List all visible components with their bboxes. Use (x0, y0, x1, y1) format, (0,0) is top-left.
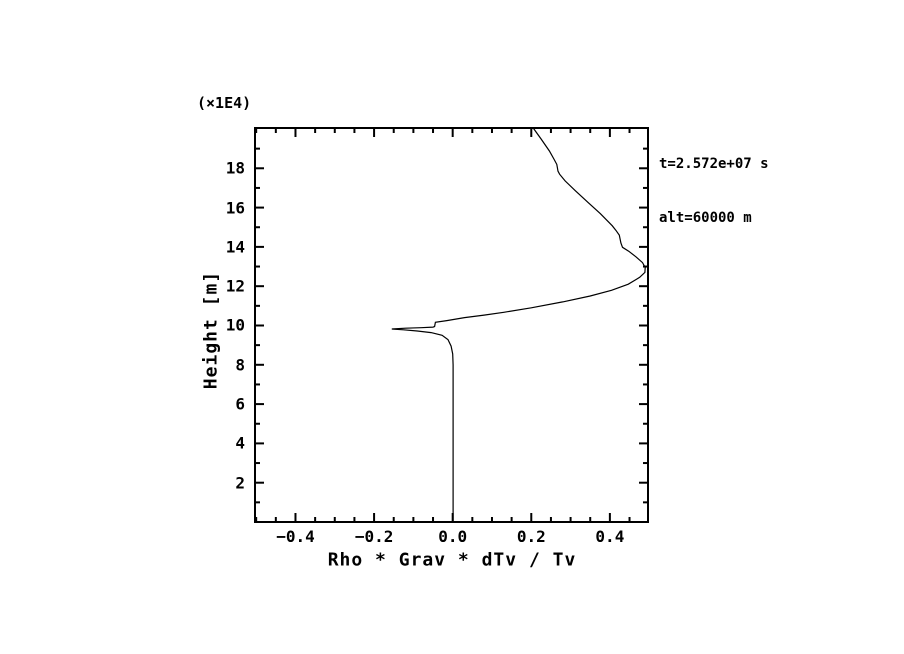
x-tick-label: 0.4 (595, 527, 625, 546)
time-annotation: t=2.572e+07 s (659, 156, 769, 172)
y-tick-label: 8 (235, 355, 245, 375)
y-tick-label: 4 (235, 433, 245, 453)
y-tick-label: 16 (225, 198, 245, 218)
y-tick-label: 18 (225, 158, 245, 178)
y-tick-label: 12 (225, 276, 245, 296)
annotation-block: t=2.572e+07 s alt=60000 m (659, 119, 769, 263)
x-tick-label: 0.2 (516, 527, 546, 546)
plot-frame (254, 127, 649, 523)
x-tick-label: −0.4 (276, 527, 315, 546)
y-axis-multiplier-label: (×1E4) (197, 94, 252, 112)
x-axis-title: Rho * Grav * dTv / Tv (327, 549, 577, 571)
y-tick-label: 2 (235, 473, 245, 493)
x-tick-label: 0.0 (438, 527, 468, 546)
x-tick-label: −0.2 (354, 527, 394, 546)
data-curve (391, 127, 646, 522)
y-tick-label: 14 (225, 237, 245, 257)
altitude-annotation: alt=60000 m (659, 210, 752, 226)
y-tick-label: 10 (225, 315, 245, 335)
y-tick-label: 6 (235, 394, 245, 414)
